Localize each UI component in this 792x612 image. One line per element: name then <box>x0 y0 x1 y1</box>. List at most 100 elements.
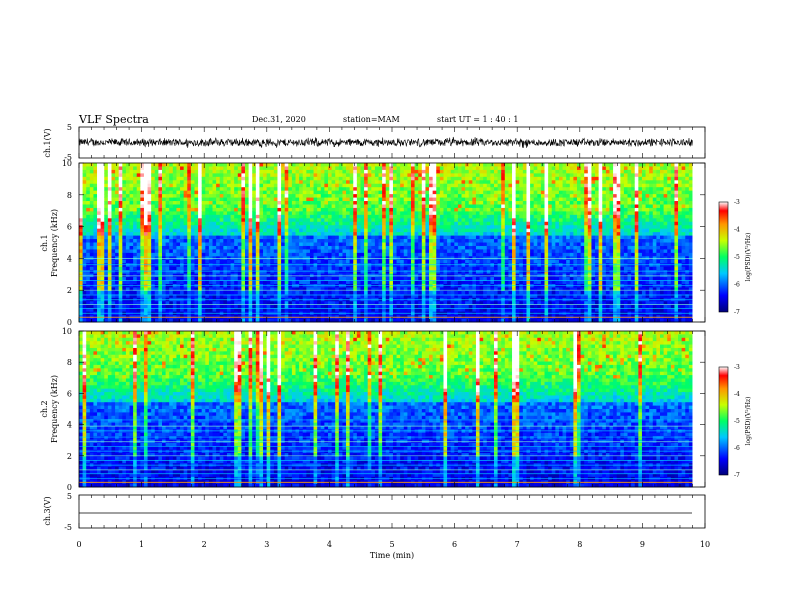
spec1-cell <box>125 180 130 185</box>
spec1-cell <box>140 245 145 250</box>
spec1-cell <box>281 280 286 285</box>
spec1-cell <box>443 211 448 216</box>
spec1-cell <box>313 214 318 219</box>
spec1-cell <box>324 211 329 216</box>
spec1-cell <box>151 239 156 243</box>
spec1-cell <box>425 280 430 285</box>
spec1-cell <box>97 270 102 275</box>
spec1-cell <box>241 266 246 271</box>
spec1-cell <box>93 273 98 278</box>
spec1-cell <box>396 169 401 174</box>
spec1-cell <box>295 263 300 268</box>
spec1-cell <box>89 201 94 205</box>
spec1-cell <box>86 266 91 271</box>
spec1-cell <box>356 232 361 236</box>
spec1-cell <box>284 187 289 192</box>
spec1-cell <box>454 187 459 192</box>
spec1-cell <box>353 169 358 174</box>
spec1-cell <box>118 280 123 285</box>
spec1-cell <box>425 183 430 188</box>
spec1-cell <box>400 190 405 195</box>
spec1-cell <box>378 263 383 268</box>
spec1-cell <box>259 201 264 205</box>
spec1-cell <box>414 166 419 171</box>
spec1-cell <box>136 266 141 271</box>
spec1-cell <box>356 221 361 226</box>
spec1-cell <box>169 201 174 205</box>
spec1-cell <box>118 290 123 295</box>
spec1-cell <box>392 183 397 188</box>
spec1-cell <box>237 228 242 233</box>
spec1-cell <box>454 211 459 216</box>
spec1-cell <box>226 245 231 250</box>
spec1-cell <box>230 273 235 278</box>
spec1-cell <box>436 190 441 195</box>
spec1-cell <box>133 204 138 209</box>
spec1-cell <box>237 239 242 243</box>
spec1-cell <box>382 280 387 285</box>
spec1-cell <box>295 283 300 288</box>
spec1-cell <box>421 163 426 167</box>
spec1-cell <box>219 197 224 202</box>
spec1-cell <box>306 242 311 247</box>
spec1-cell <box>302 290 307 295</box>
spec1-cell <box>270 277 275 281</box>
spec1-cell <box>392 201 397 205</box>
spec1-cell <box>418 304 423 309</box>
spec1-cell <box>169 308 174 313</box>
spec1-cell <box>190 183 195 188</box>
spec1-cell <box>382 304 387 309</box>
spec1-cell <box>111 169 116 174</box>
spec1-cell <box>187 290 192 295</box>
spec1-cell <box>136 228 141 233</box>
spec1-cell <box>360 242 365 247</box>
spec1-cell <box>93 308 98 313</box>
spec1-cell <box>79 190 84 195</box>
spec1-cell <box>295 242 300 247</box>
spec1-cell <box>429 266 434 271</box>
spec1-cell <box>374 242 379 247</box>
spec1-cell <box>439 280 444 285</box>
spec1-cell <box>436 294 441 299</box>
spec1-cell <box>212 263 217 268</box>
spec1-cell <box>360 176 365 181</box>
spec1-cell <box>270 225 275 230</box>
spec1-cell <box>338 242 343 247</box>
spec1-cell <box>125 270 130 275</box>
spec1-cell <box>454 318 459 323</box>
spec1-cell <box>432 245 437 250</box>
spec1-cell <box>216 245 221 250</box>
spec1-cell <box>439 197 444 202</box>
spec1-cell <box>454 290 459 295</box>
spec1-cell <box>277 190 282 195</box>
spec1-cell <box>306 301 311 306</box>
spec1-cell <box>302 173 307 178</box>
spec1-cell <box>248 180 253 185</box>
spec1-cell <box>234 294 239 299</box>
spec1-cell <box>263 180 268 185</box>
spec1-cell <box>82 273 87 278</box>
spec1-cell <box>219 308 224 313</box>
spec1-cell <box>201 280 206 285</box>
spec1-cell <box>158 207 163 212</box>
spec1-cell <box>313 225 318 230</box>
spec1-cell <box>136 280 141 285</box>
spec1-cell <box>396 273 401 278</box>
spec1-cell <box>382 273 387 278</box>
spec1-cell <box>190 204 195 209</box>
spec1-cell <box>183 308 188 313</box>
spec1-cell <box>360 277 365 281</box>
spec1-cell <box>252 187 257 192</box>
spec1-cell <box>284 225 289 230</box>
spec1-cell <box>230 211 235 216</box>
spec1-cell <box>255 277 260 281</box>
spec1-cell <box>349 214 354 219</box>
spec1-cell <box>450 301 455 306</box>
spec1-cell <box>407 266 412 271</box>
spec1-cell <box>414 197 419 202</box>
spec1-cell <box>241 259 246 264</box>
spec1-cell <box>147 242 152 247</box>
spec1-cell <box>129 166 134 171</box>
spec1-cell <box>407 249 412 254</box>
spec1-cell <box>201 197 206 202</box>
